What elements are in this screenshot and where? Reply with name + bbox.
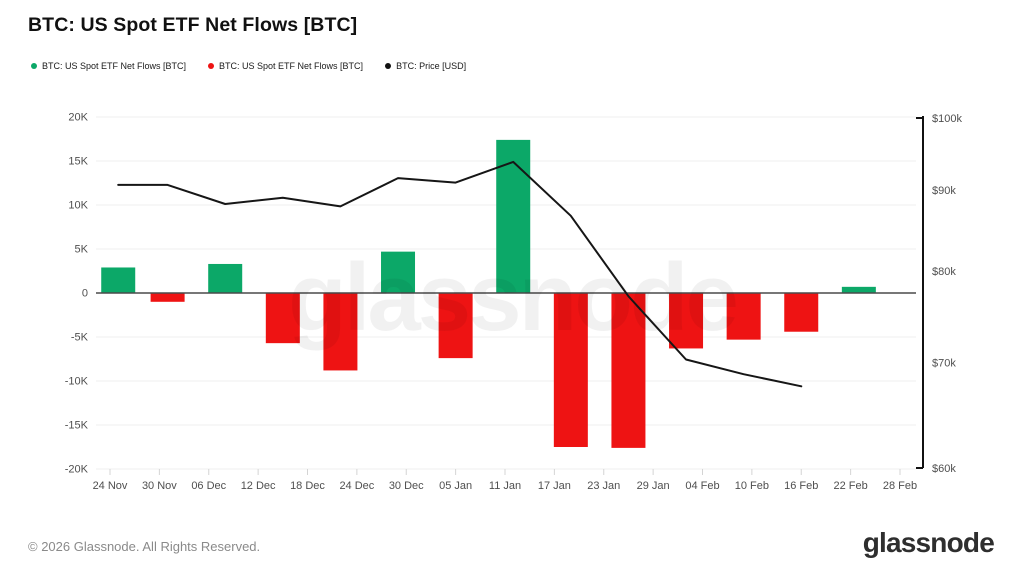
x-axis-tick-label: 04 Feb	[685, 480, 719, 492]
legend-item-label: BTC: Price [USD]	[396, 61, 467, 71]
x-axis-tick-label: 24 Nov	[93, 480, 128, 492]
flow-bar-01-dec	[150, 293, 185, 302]
x-axis-tick-label: 06 Dec	[191, 480, 226, 492]
chart-legend: BTC: US Spot ETF Net Flows [BTC] BTC: US …	[31, 61, 466, 71]
etf-net-flows-chart: 20K 15K 10K 5K 0 -5K -10K -15K -20K 24 Nov 30 Nov 0…	[65, 112, 963, 493]
x-axis-tick-label: 11 Jan	[489, 480, 521, 492]
left-axis-tick-label: -10K	[65, 376, 89, 388]
left-axis-tick-label: -15K	[65, 420, 89, 432]
left-axis-tick-label: -5K	[71, 332, 89, 344]
flow-bar-26-jan	[611, 293, 646, 448]
flow-bar-16-feb	[784, 293, 819, 332]
flow-bar-19-jan	[553, 293, 588, 447]
flow-bar-09-feb	[726, 293, 761, 340]
right-axis-tick-label: $80k	[932, 266, 956, 278]
price-line	[117, 160, 803, 388]
x-axis-tick-label: 12 Dec	[241, 480, 276, 492]
x-axis-tick-label: 18 Dec	[290, 480, 325, 492]
flow-bar-23-feb	[841, 286, 876, 293]
legend-dot-icon	[31, 63, 37, 69]
right-axis-tick-label: $100k	[932, 113, 962, 125]
legend-dot-icon	[208, 63, 215, 69]
legend-dot-icon	[385, 63, 392, 69]
x-axis-tick-label: 17 Jan	[538, 480, 571, 492]
copyright-text: © 2026 Glassnode. All Rights Reserved.	[28, 539, 261, 554]
x-axis-tick-label: 22 Feb	[834, 480, 868, 492]
x-axis-tick-label: 30 Nov	[142, 480, 177, 492]
glassnode-logo: glassnode	[862, 527, 995, 558]
legend-item-label: BTC: US Spot ETF Net Flows [BTC]	[219, 61, 364, 71]
left-axis-tick-label: 10K	[68, 200, 88, 212]
legend-item-label: BTC: US Spot ETF Net Flows [BTC]	[42, 61, 187, 71]
x-axis-tick-label: 28 Feb	[883, 480, 917, 492]
x-axis-tick-label: 24 Dec	[339, 480, 374, 492]
x-axis-tick-label: 16 Feb	[784, 480, 818, 492]
x-axis-tick-label: 29 Jan	[637, 480, 670, 492]
x-axis-tick-label: 05 Jan	[439, 480, 472, 492]
x-axis-tick-label: 10 Feb	[735, 480, 769, 492]
flow-bar-29-dec	[381, 251, 416, 293]
x-axis-tick-label: 30 Dec	[389, 480, 424, 492]
flow-bar-02-feb	[669, 293, 704, 349]
right-axis-tick-label: $60k	[932, 463, 956, 475]
x-axis-tick-label: 23 Jan	[587, 480, 620, 492]
flow-bar-15-dec	[265, 293, 300, 344]
flow-bar-05-jan	[438, 293, 473, 359]
left-axis-tick-label: -20K	[65, 464, 89, 476]
glassnode-watermark: glassnode	[288, 244, 736, 351]
flow-bar-25-nov	[101, 267, 136, 293]
legend-item-1[interactable]: BTC: US Spot ETF Net Flows [BTC]	[208, 61, 363, 71]
left-axis-tick-label: 5K	[75, 244, 89, 256]
flow-bar-22-dec	[323, 293, 358, 371]
right-axis-tick-label: $90k	[932, 185, 956, 197]
left-axis-tick-label: 15K	[68, 156, 88, 168]
flow-bar-08-dec	[208, 263, 243, 293]
page-title: BTC: US Spot ETF Net Flows [BTC]	[28, 14, 358, 36]
left-axis-tick-label: 0	[82, 288, 88, 300]
legend-item-2[interactable]: BTC: Price [USD]	[385, 61, 466, 71]
right-axis-tick-label: $70k	[932, 357, 956, 369]
left-axis-tick-label: 20K	[68, 112, 88, 124]
legend-item-0[interactable]: BTC: US Spot ETF Net Flows [BTC]	[31, 61, 186, 71]
